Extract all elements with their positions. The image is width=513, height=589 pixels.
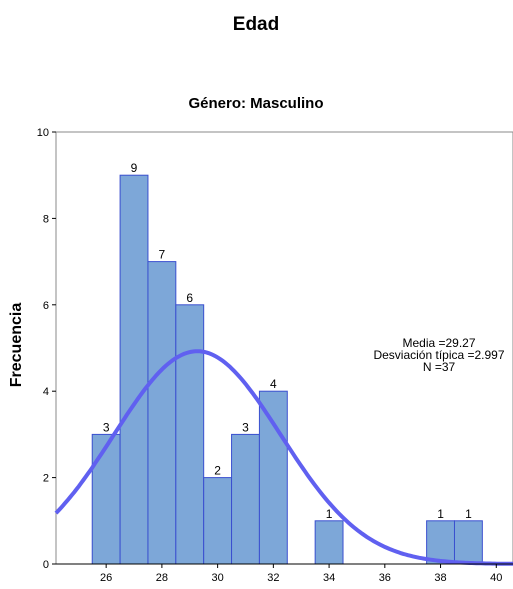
- y-tick-label: 8: [43, 213, 49, 225]
- x-tick-label: 40: [490, 572, 502, 584]
- histogram-bar: [231, 433, 260, 565]
- bar-data-label: 3: [242, 420, 249, 434]
- bar-data-label: 2: [214, 464, 221, 478]
- bars-layer: [91, 174, 483, 565]
- stats-box: Media =29.27 Desviación típica =2.997 N …: [373, 336, 504, 374]
- bar-data-label: 3: [103, 420, 110, 434]
- chart-title: Edad: [233, 14, 279, 35]
- y-tick-label: 6: [43, 300, 49, 312]
- chart-subtitle: Género: Masculino: [188, 95, 323, 112]
- bar-data-label: 1: [437, 507, 444, 521]
- bar-data-label: 1: [326, 507, 333, 521]
- bar-data-label: 4: [270, 377, 277, 391]
- x-tick-label: 32: [267, 572, 279, 584]
- bar-data-label: 7: [159, 248, 166, 262]
- histogram-bar: [314, 520, 344, 565]
- histogram-bar: [147, 261, 177, 565]
- x-tick-label: 38: [434, 572, 446, 584]
- stats-sd: Desviación típica =2.997: [373, 348, 504, 362]
- y-tick-label: 4: [43, 386, 49, 398]
- bar-data-label: 1: [465, 507, 472, 521]
- x-tick-label: 30: [211, 572, 223, 584]
- data-labels-layer: 3 9 7 6 2 3 4 1 1 1: [103, 161, 472, 521]
- y-tick-label: 10: [37, 127, 49, 139]
- histogram-bar: [426, 520, 455, 565]
- histogram-bar: [175, 304, 205, 565]
- y-axis-label: Frecuencia: [8, 303, 25, 388]
- normal-curve-line: [54, 349, 513, 566]
- bar-data-label: 6: [186, 291, 193, 305]
- histogram-bar: [91, 433, 121, 565]
- y-tick-label: 2: [43, 473, 49, 485]
- histogram-bar: [203, 477, 233, 565]
- x-tick-label: 34: [323, 572, 335, 584]
- stats-n: N =37: [423, 360, 456, 374]
- stats-mean: Media =29.27: [402, 336, 475, 350]
- histogram-bar: [258, 390, 288, 565]
- bar-data-label: 9: [131, 161, 138, 175]
- x-tick-label: 36: [379, 572, 391, 584]
- y-tick-label: 0: [43, 559, 49, 571]
- x-tick-label: 28: [156, 572, 168, 584]
- x-tick-label: 26: [100, 572, 112, 584]
- curve-layer: [54, 349, 513, 566]
- histogram-bar: [453, 520, 483, 565]
- histogram-bar: [119, 174, 149, 565]
